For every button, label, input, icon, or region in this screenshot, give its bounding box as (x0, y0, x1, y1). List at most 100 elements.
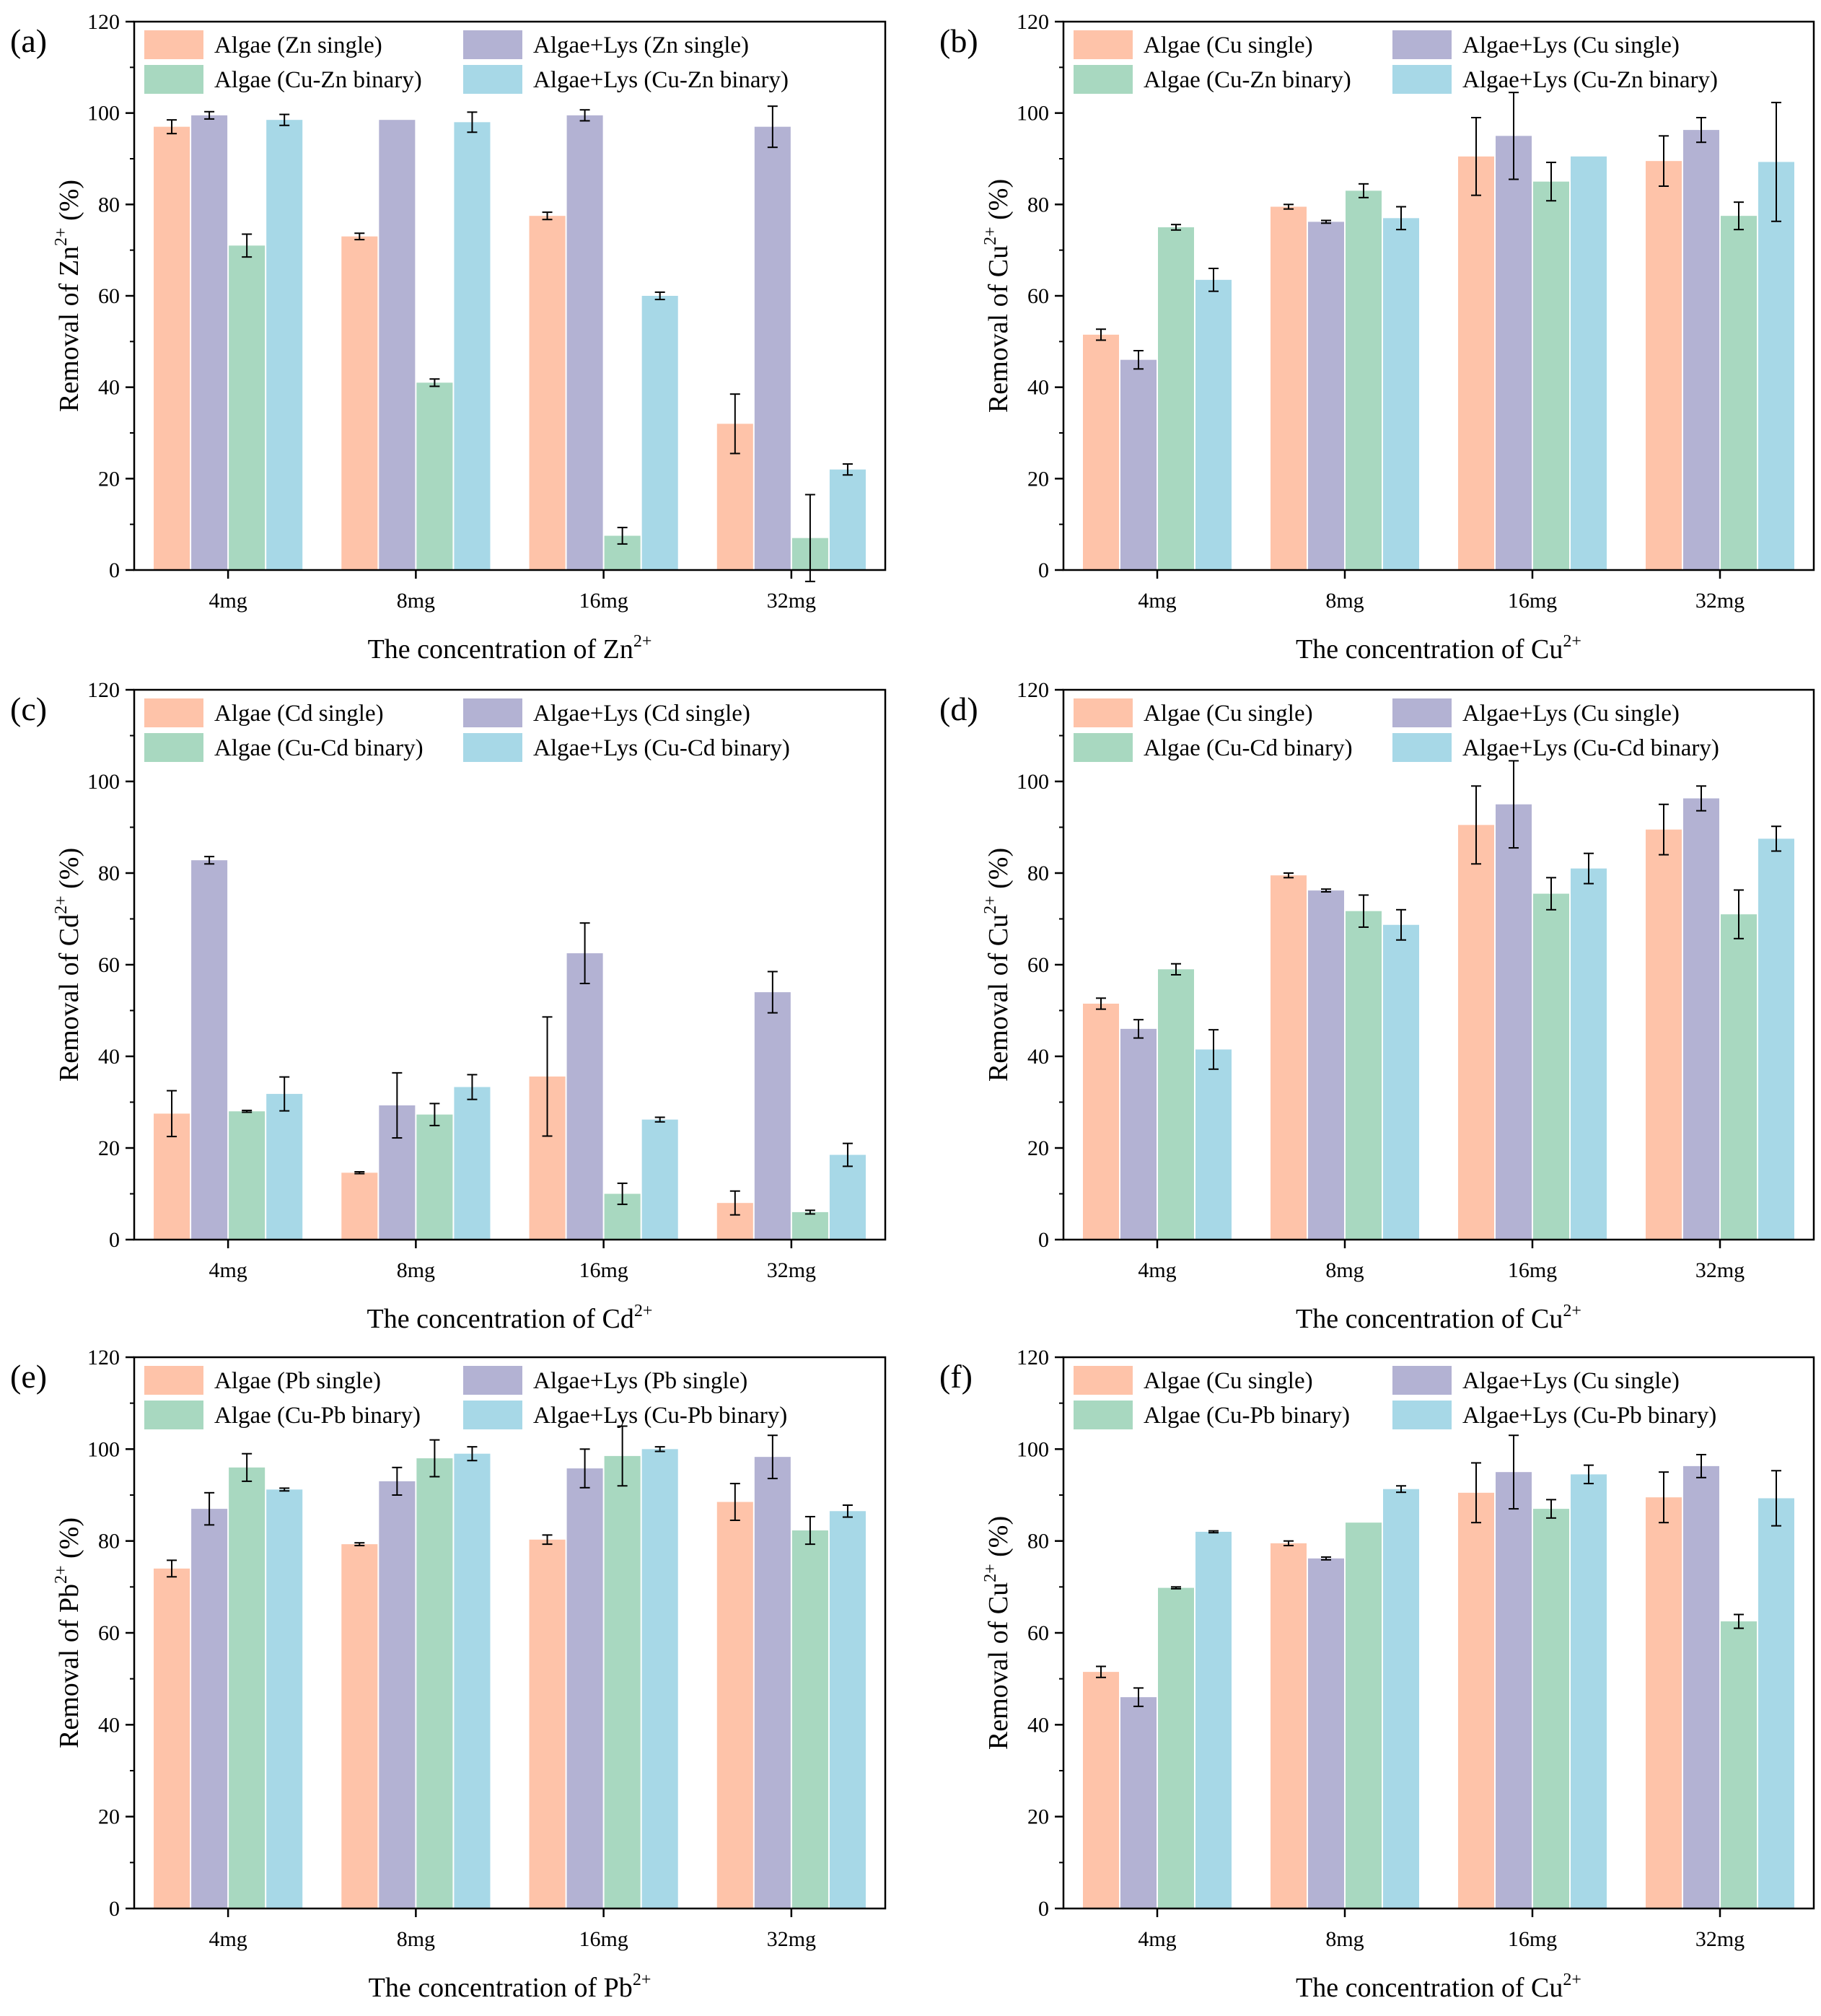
y-tick-label: 0 (1038, 1228, 1049, 1252)
y-axis-title-suffix: (%) (54, 848, 84, 895)
x-tick-label: 32mg (767, 1258, 816, 1282)
y-tick-label: 20 (1027, 467, 1049, 491)
y-axis-title-text: Removal of Pb (54, 1584, 84, 1748)
bar-algae_binary-1 (1158, 969, 1194, 1240)
x-tick-label: 8mg (1325, 1927, 1364, 1951)
x-tick-label: 8mg (397, 1927, 435, 1951)
legend-swatch-algae_lys_binary (463, 65, 522, 94)
bar-algae_single-4 (1646, 1497, 1682, 1908)
y-tick-label: 80 (98, 1530, 120, 1553)
legend-swatch-algae_binary (144, 733, 203, 762)
bar-algae_lys_single-2 (1308, 1558, 1344, 1908)
bar-algae_lys_binary-3 (1571, 1474, 1607, 1908)
x-tick-label: 32mg (767, 589, 816, 613)
y-axis-title-sup: 2+ (981, 895, 1000, 914)
bar-algae_lys_single-1 (191, 860, 228, 1240)
legend: Algae (Cu single) Algae+Lys (Cu single) Al… (1074, 698, 1719, 762)
y-tick-label: 120 (87, 1346, 120, 1369)
bar-algae_single-1 (1083, 1672, 1119, 1908)
y-axis-title-text: Removal of Cu (983, 245, 1014, 413)
y-tick-label: 20 (98, 1805, 120, 1829)
bar-algae_lys_binary-3 (1571, 868, 1607, 1240)
legend-label: Algae+Lys (Cu-Cd binary) (1462, 735, 1719, 761)
legend-swatch-algae_lys_single (463, 698, 522, 727)
y-axis-title: Removal of Zn2+ (%) (52, 180, 84, 412)
y-tick-label: 60 (98, 953, 120, 977)
y-tick-label: 40 (98, 376, 120, 400)
bar-algae_single-1 (154, 126, 190, 570)
x-axis-title-sup: 2+ (1563, 1302, 1581, 1320)
legend-swatch-algae_lys_binary (1392, 1401, 1452, 1429)
bar-algae_binary-4 (791, 1211, 828, 1240)
bar-algae_lys_binary-2 (1383, 1489, 1419, 1908)
chart-panel-6: 0 20 40 60 80 100 120 4mg 8mg 16mg 32mg The concent… (939, 1346, 1815, 2003)
y-tick-label: 20 (98, 1136, 120, 1160)
legend-swatch-algae_single (144, 30, 203, 59)
bar-algae_lys_binary-1 (266, 120, 303, 570)
y-tick-label: 120 (1017, 678, 1049, 702)
bar-algae_lys_single-3 (1496, 136, 1532, 571)
bar-algae_single-4 (1646, 161, 1682, 570)
legend: Algae (Cu single) Algae+Lys (Cu single) Al… (1074, 1366, 1716, 1429)
y-tick-label: 60 (1027, 953, 1049, 977)
y-axis-title: Removal of Cu2+ (%) (981, 848, 1014, 1082)
bar-algae_lys_single-2 (379, 120, 416, 570)
x-tick-label: 16mg (1508, 1258, 1557, 1282)
bar-algae_lys_single-4 (1683, 798, 1719, 1240)
bar-algae_lys_single-1 (1120, 359, 1157, 570)
legend-swatch-algae_single (144, 698, 203, 727)
legend-swatch-algae_binary (144, 65, 203, 94)
y-axis-title-text: Removal of Cu (983, 1582, 1014, 1750)
bar-algae_lys_single-4 (754, 992, 791, 1240)
panel-label: (d) (939, 691, 978, 727)
y-tick-label: 80 (98, 862, 120, 885)
x-tick-label: 8mg (397, 589, 435, 613)
bar-algae_binary-2 (416, 1458, 453, 1908)
bar-algae_lys_binary-1 (266, 1489, 303, 1908)
bar-algae_binary-2 (416, 1114, 453, 1240)
x-axis-title-text: The concentration of Cu (1296, 1973, 1563, 2003)
y-axis-title-suffix: (%) (983, 1516, 1014, 1564)
legend-swatch-algae_single (1074, 30, 1133, 59)
y-tick-label: 0 (1038, 1897, 1049, 1921)
bar-algae_single-1 (1083, 334, 1119, 570)
y-tick-label: 40 (98, 1713, 120, 1737)
legend-label: Algae+Lys (Cu single) (1462, 701, 1680, 727)
bar-algae_binary-1 (229, 1467, 266, 1908)
legend: Algae (Pb single) Algae+Lys (Pb single) Al… (144, 1366, 787, 1429)
y-axis-title: Removal of Cd2+ (%) (52, 848, 84, 1082)
y-tick-label: 40 (1027, 1045, 1049, 1069)
y-tick-label: 100 (87, 102, 120, 126)
legend-label: Algae (Cd single) (214, 701, 384, 727)
y-axis-title-text: Removal of Cd (54, 914, 84, 1082)
x-tick-label: 32mg (1695, 1927, 1745, 1951)
bar-algae_lys_binary-3 (1571, 156, 1607, 571)
y-axis-title-sup: 2+ (52, 1565, 71, 1584)
bar-algae_binary-2 (1346, 190, 1382, 570)
bar-algae_single-4 (716, 1502, 753, 1908)
bar-algae_single-4 (1646, 829, 1682, 1240)
legend-swatch-algae_lys_single (463, 30, 522, 59)
chart-panel-5: 0 20 40 60 80 100 120 4mg 8mg 16mg 32mg The concent… (10, 1346, 887, 2003)
legend-label: Algae+Lys (Cu-Pb binary) (533, 1403, 787, 1429)
chart-panel-3: 0 20 40 60 80 100 120 4mg 8mg 16mg 32mg The concent… (10, 678, 887, 1334)
y-tick-label: 20 (1027, 1805, 1049, 1829)
bar-algae_lys_binary-4 (1758, 1498, 1794, 1908)
y-tick-label: 40 (1027, 376, 1049, 400)
bar-algae_binary-2 (1346, 1522, 1382, 1908)
y-axis-title-suffix: (%) (983, 848, 1014, 895)
panel-label: (c) (10, 691, 47, 727)
bar-algae_single-2 (1271, 1543, 1307, 1908)
legend-label: Algae (Cu-Zn binary) (214, 67, 422, 93)
x-tick-label: 8mg (1325, 1258, 1364, 1282)
legend-swatch-algae_binary (1074, 1401, 1133, 1429)
bar-algae_lys_binary-3 (641, 1449, 678, 1908)
bar-algae_lys_binary-2 (454, 1087, 491, 1240)
legend-swatch-algae_binary (1074, 733, 1133, 762)
x-tick-label: 32mg (767, 1927, 816, 1951)
y-axis-title-text: Removal of Zn (54, 246, 84, 412)
bar-algae_binary-1 (229, 245, 266, 570)
y-axis-title-text: Removal of Cu (983, 914, 1014, 1082)
bar-algae_lys_single-2 (1308, 890, 1344, 1240)
legend-swatch-algae_single (1074, 1366, 1133, 1395)
